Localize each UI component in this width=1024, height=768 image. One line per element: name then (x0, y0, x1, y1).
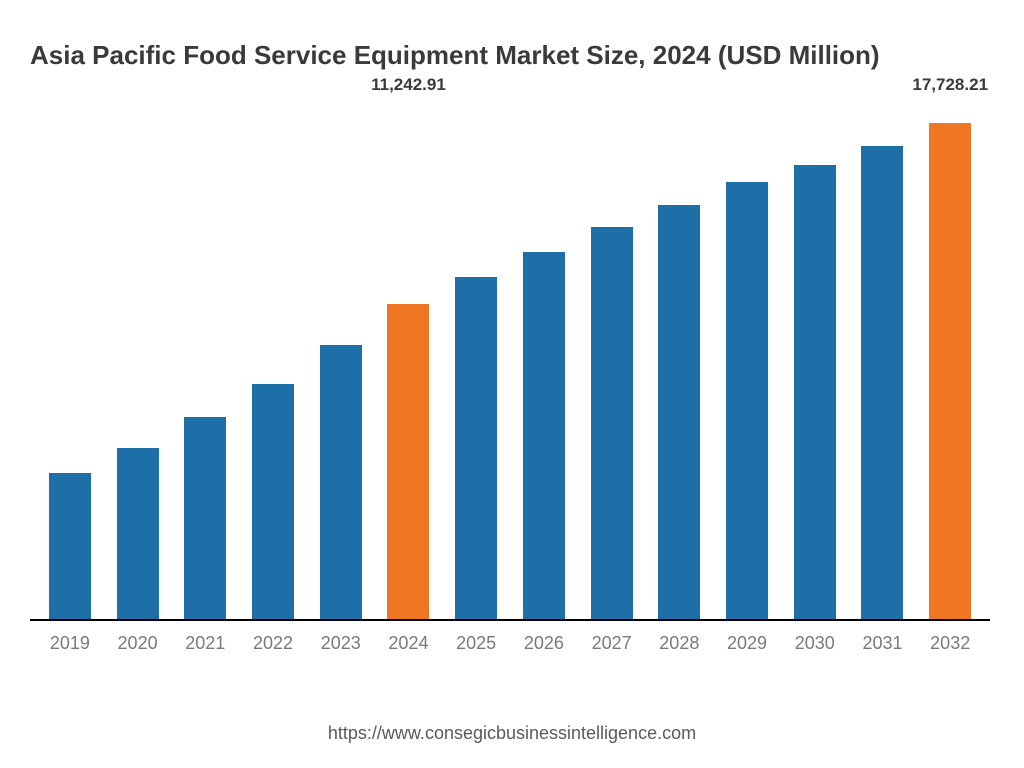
x-axis-tick-label: 2025 (442, 625, 510, 661)
bars-group: 11,242.91 17,728.21 (30, 101, 990, 619)
bar-column (104, 101, 172, 619)
bar (184, 417, 226, 619)
bar (658, 205, 700, 619)
bar (387, 304, 429, 619)
bar-column (239, 101, 307, 619)
x-axis-baseline (30, 619, 990, 621)
bar-column (442, 101, 510, 619)
bar-value-label: 11,242.91 (371, 75, 446, 95)
x-axis-tick-label: 2026 (510, 625, 578, 661)
bar-column (578, 101, 646, 619)
bar (49, 473, 91, 619)
bar-column (36, 101, 104, 619)
bar (794, 165, 836, 619)
bar-column (713, 101, 781, 619)
bar (455, 277, 497, 619)
bar-column (510, 101, 578, 619)
x-axis-tick-label: 2024 (375, 625, 443, 661)
chart-footer-url: https://www.consegicbusinessintelligence… (0, 723, 1024, 744)
x-axis-tick-label: 2019 (36, 625, 104, 661)
x-axis-tick-label: 2028 (645, 625, 713, 661)
bar (861, 146, 903, 619)
x-axis-tick-label: 2032 (916, 625, 984, 661)
bar (320, 345, 362, 619)
x-axis-tick-label: 2031 (849, 625, 917, 661)
bar (591, 227, 633, 619)
bar (929, 123, 971, 619)
x-axis-labels: 2019202020212022202320242025202620272028… (30, 625, 990, 661)
bar (523, 252, 565, 619)
x-axis-tick-label: 2029 (713, 625, 781, 661)
bar-column: 17,728.21 (916, 101, 984, 619)
bar-column (171, 101, 239, 619)
x-axis-tick-label: 2021 (171, 625, 239, 661)
bar-column (849, 101, 917, 619)
chart-title: Asia Pacific Food Service Equipment Mark… (30, 40, 994, 71)
bar-column (645, 101, 713, 619)
x-axis-tick-label: 2022 (239, 625, 307, 661)
bar-column (307, 101, 375, 619)
chart-container: Asia Pacific Food Service Equipment Mark… (0, 0, 1024, 768)
bar (726, 182, 768, 619)
bar (117, 448, 159, 619)
bar-column: 11,242.91 (375, 101, 443, 619)
x-axis-tick-label: 2023 (307, 625, 375, 661)
x-axis-tick-label: 2020 (104, 625, 172, 661)
x-axis-tick-label: 2030 (781, 625, 849, 661)
bar (252, 384, 294, 619)
chart-plot-area: 11,242.9117,728.21 201920202021202220232… (30, 101, 990, 661)
bar-value-label: 17,728.21 (912, 75, 988, 95)
bar-column (781, 101, 849, 619)
x-axis-tick-label: 2027 (578, 625, 646, 661)
